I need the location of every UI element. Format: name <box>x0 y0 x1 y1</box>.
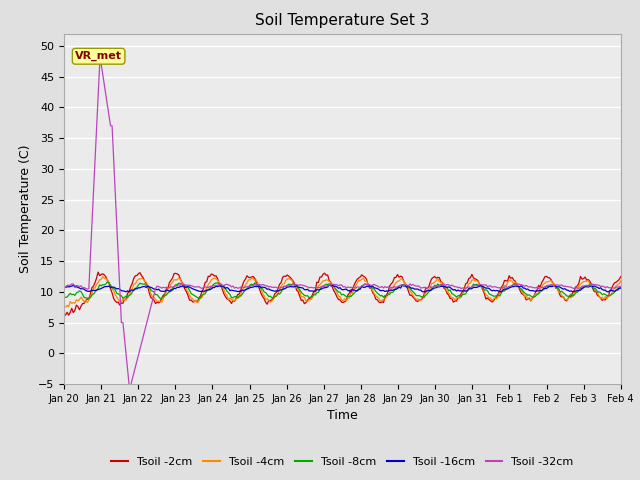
Legend: Tsoil -2cm, Tsoil -4cm, Tsoil -8cm, Tsoil -16cm, Tsoil -32cm: Tsoil -2cm, Tsoil -4cm, Tsoil -8cm, Tsoi… <box>107 453 578 471</box>
X-axis label: Time: Time <box>327 409 358 422</box>
Title: Soil Temperature Set 3: Soil Temperature Set 3 <box>255 13 429 28</box>
Text: VR_met: VR_met <box>75 51 122 61</box>
Y-axis label: Soil Temperature (C): Soil Temperature (C) <box>19 144 33 273</box>
